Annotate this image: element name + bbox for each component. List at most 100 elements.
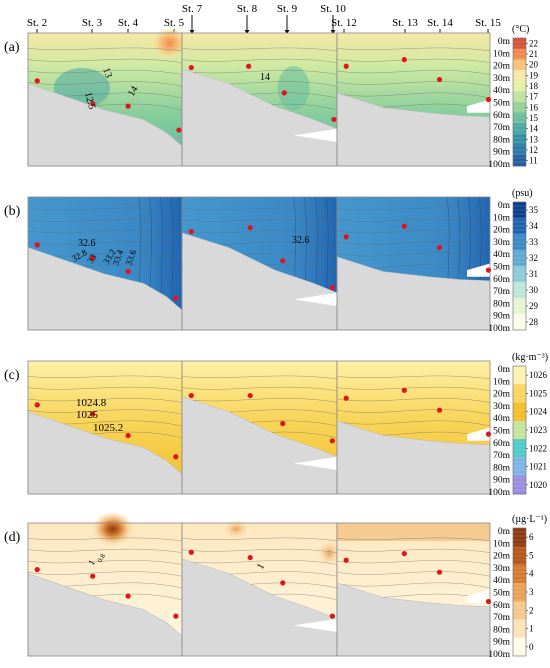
section-subpanel — [181, 196, 338, 331]
depth-tick-label: 0m — [498, 527, 511, 537]
colorbar-tick-label: 34 — [529, 221, 539, 231]
colorbar-tick-label: 1020 — [529, 480, 548, 490]
depth-tick-label: 100m — [488, 160, 510, 170]
sample-point — [173, 613, 179, 619]
contour-line — [336, 47, 491, 52]
colorbar-segment — [513, 457, 526, 477]
colorbar-segment — [513, 298, 526, 315]
colorbar-chlorophyll-a: (µg·L⁻¹)0m 10m 20m 30m 40m 50m 60m 70m 80m 90m 100… — [488, 514, 547, 660]
section-subpanel — [336, 196, 492, 331]
no-data-gap — [293, 618, 337, 633]
contour-label: 14 — [126, 84, 141, 98]
sample-point — [329, 438, 335, 444]
colorbar-segment — [513, 250, 526, 267]
contour-label: 1 — [86, 558, 97, 567]
depth-tick-label: 60m — [493, 275, 511, 285]
colorbar-tick-label: 21 — [529, 49, 538, 59]
colorbar-tick-label: 18 — [529, 81, 539, 91]
colorbar-segment — [513, 402, 526, 422]
section-subpanel — [181, 519, 342, 657]
contour-line — [181, 398, 338, 403]
sample-point — [343, 557, 349, 563]
colorbar-segment — [513, 59, 526, 71]
contour-line — [336, 420, 491, 427]
colorbar-segment — [513, 48, 526, 60]
colorbar-segment — [513, 282, 526, 299]
station-label: St. 15 — [475, 17, 501, 29]
colorbar-tick-label: 15 — [529, 113, 539, 123]
panel-label: (a) — [4, 40, 20, 55]
section-subpanel — [181, 360, 338, 495]
colorbar-density: (kg·m⁻³)0m 10m 20m 30m 40m 50m 60m 70m 80m 90m 100… — [488, 352, 548, 498]
panel-label: (b) — [4, 204, 21, 219]
station-label: St. 3 — [82, 17, 103, 29]
sample-point — [90, 573, 96, 579]
colorbar-tick-label: 1024 — [529, 407, 548, 417]
depth-tick-label: 40m — [493, 414, 511, 424]
no-data-gap — [467, 263, 490, 277]
colorbar-tick-label: 16 — [529, 102, 539, 112]
station-arrow-head — [330, 30, 336, 34]
contour-line — [336, 252, 491, 259]
contour-line — [27, 398, 183, 403]
depth-tick-label: 70m — [493, 123, 511, 133]
sample-point — [343, 234, 349, 240]
sample-point — [125, 268, 131, 275]
colorbar-tick-label: 32 — [529, 253, 538, 263]
colorbar-segment — [513, 366, 526, 385]
no-data-gap — [293, 292, 337, 307]
colorbar-tick-label: 12 — [529, 145, 538, 155]
sample-point — [485, 431, 492, 437]
sample-point — [247, 224, 253, 231]
colorbar-tick-label: 19 — [529, 70, 539, 80]
sample-point — [90, 255, 96, 261]
depth-tick-label: 70m — [493, 287, 511, 297]
depth-tick-label: 30m — [493, 402, 511, 412]
depth-tick-label: 10m — [493, 539, 511, 549]
sample-point — [329, 613, 335, 619]
depth-tick-label: 50m — [493, 589, 511, 599]
contour-line — [181, 537, 338, 542]
station-label: St. 14 — [427, 17, 453, 29]
station-label: St. 2 — [27, 17, 47, 29]
colorbar-tick-label: 35 — [529, 205, 539, 215]
contour-line — [336, 230, 491, 235]
subpanel-frame — [336, 360, 491, 495]
colorbar-frame — [512, 201, 527, 331]
colorbar-tick-label: 13 — [529, 134, 539, 144]
depth-tick-label: 100m — [488, 324, 510, 334]
sample-point — [343, 395, 349, 401]
colorbar-segment — [513, 202, 526, 219]
contour-label: 32.6 — [78, 238, 96, 249]
colorbar-tick-label: 33 — [529, 237, 539, 247]
depth-tick-label: 10m — [493, 377, 511, 387]
contour-label: 13 — [100, 66, 114, 79]
sample-point — [34, 566, 40, 573]
colorbar-segment — [513, 144, 526, 156]
colorbar-tick-label: 0 — [529, 642, 534, 652]
sample-point — [34, 242, 40, 248]
depth-tick-label: 30m — [493, 238, 511, 248]
depth-tick-label: 0m — [498, 365, 511, 375]
colorbar-tick-label: 1023 — [529, 425, 548, 435]
colorbar-tick-label: 1026 — [529, 370, 548, 380]
colorbar-tick-label: 2 — [529, 605, 534, 615]
depth-tick-label: 90m — [493, 312, 511, 322]
no-data-gap — [293, 128, 337, 143]
colorbar-unit: (kg·m⁻³) — [512, 352, 548, 363]
contour-label: 14 — [260, 72, 270, 83]
section-subpanel — [181, 32, 338, 167]
colorbar-unit: (µg·L⁻¹) — [512, 514, 547, 525]
colorbar-segment — [513, 91, 526, 103]
contour-line — [27, 47, 183, 52]
station-arrow-head — [189, 30, 195, 34]
depth-tick-label: 20m — [493, 226, 511, 236]
colorbar-segment — [513, 475, 526, 495]
station-label: St. 10 — [320, 3, 346, 15]
sample-point — [173, 454, 179, 460]
colorbar-segment — [513, 439, 526, 458]
chl-max — [90, 511, 135, 547]
sample-point — [188, 64, 194, 71]
sample-point — [188, 549, 194, 555]
